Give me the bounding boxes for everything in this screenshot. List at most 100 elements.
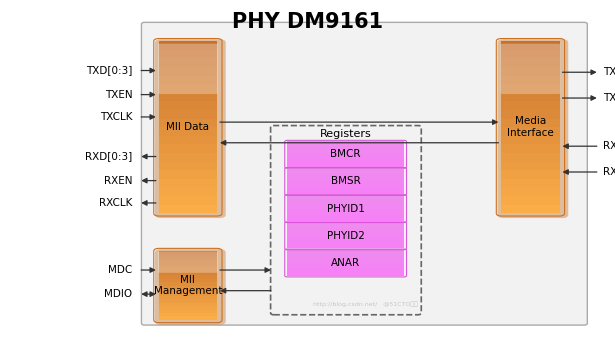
Text: PHYID2: PHYID2 — [327, 231, 365, 241]
Bar — [501, 75, 560, 84]
Bar — [159, 93, 217, 101]
Bar — [501, 110, 560, 119]
Bar — [287, 196, 404, 198]
Bar — [287, 159, 404, 162]
Bar — [159, 299, 217, 303]
Bar — [501, 118, 560, 127]
Bar — [287, 243, 404, 246]
Bar — [159, 161, 217, 170]
Bar — [159, 179, 217, 187]
Text: Registers: Registers — [320, 129, 371, 139]
Bar — [287, 144, 404, 147]
Bar — [159, 289, 217, 292]
Bar — [159, 295, 217, 299]
Bar — [287, 154, 404, 157]
Bar — [501, 84, 560, 93]
Bar — [501, 196, 560, 205]
Bar — [159, 309, 217, 313]
Bar — [501, 170, 560, 179]
Bar — [287, 240, 404, 243]
Bar — [159, 67, 217, 76]
Bar — [287, 189, 404, 192]
Bar — [159, 275, 217, 279]
Bar — [159, 110, 217, 119]
Text: Media
Interface: Media Interface — [507, 117, 554, 138]
Bar — [501, 50, 560, 58]
Bar — [287, 260, 404, 263]
Bar — [159, 144, 217, 153]
Bar — [287, 263, 404, 266]
Bar — [159, 282, 217, 286]
Bar — [159, 265, 217, 268]
Bar — [287, 250, 404, 253]
Bar — [287, 206, 404, 208]
Bar — [501, 204, 560, 213]
Text: MII
Management: MII Management — [154, 275, 222, 296]
Bar — [287, 213, 404, 216]
Text: MDIO: MDIO — [104, 289, 132, 299]
Bar — [159, 170, 217, 179]
Text: TXEN: TXEN — [105, 89, 132, 100]
Bar — [287, 270, 404, 273]
Text: BMSR: BMSR — [331, 176, 360, 186]
Bar — [287, 228, 404, 231]
Bar — [501, 153, 560, 162]
Bar — [159, 58, 217, 67]
FancyBboxPatch shape — [498, 39, 568, 218]
Bar — [287, 174, 404, 176]
Bar — [159, 153, 217, 162]
Bar — [159, 50, 217, 58]
Text: TX-: TX- — [603, 93, 615, 103]
Bar — [287, 201, 404, 204]
Text: RX+: RX+ — [603, 141, 615, 151]
FancyBboxPatch shape — [158, 44, 218, 94]
FancyBboxPatch shape — [501, 44, 560, 94]
Bar — [287, 171, 404, 174]
Bar — [287, 181, 404, 184]
Bar — [287, 255, 404, 258]
Bar — [287, 273, 404, 276]
Bar — [159, 285, 217, 289]
Bar — [287, 218, 404, 221]
Bar — [501, 187, 560, 196]
Bar — [159, 268, 217, 272]
Bar — [159, 187, 217, 196]
Bar — [287, 176, 404, 179]
Text: RXD[0:3]: RXD[0:3] — [85, 151, 132, 162]
Bar — [159, 254, 217, 258]
Bar — [287, 208, 404, 211]
Bar — [501, 101, 560, 110]
Bar — [287, 149, 404, 152]
Bar — [159, 302, 217, 306]
Bar — [159, 101, 217, 110]
Bar — [159, 75, 217, 84]
Bar — [287, 141, 404, 144]
Text: RXCLK: RXCLK — [99, 198, 132, 208]
Bar — [159, 271, 217, 275]
Bar — [287, 191, 404, 194]
Bar — [501, 127, 560, 136]
Text: RX-: RX- — [603, 167, 615, 177]
Bar — [159, 41, 217, 50]
Bar — [287, 151, 404, 154]
Bar — [159, 306, 217, 310]
Text: http://blog.csdn.net/   @51CTO博客: http://blog.csdn.net/ @51CTO博客 — [314, 302, 418, 307]
Bar — [159, 127, 217, 136]
Bar — [287, 157, 404, 159]
Text: TXCLK: TXCLK — [100, 112, 132, 122]
FancyBboxPatch shape — [155, 39, 226, 218]
Bar — [159, 136, 217, 144]
FancyBboxPatch shape — [155, 249, 226, 325]
Bar — [287, 216, 404, 219]
Bar — [287, 169, 404, 171]
Bar — [159, 316, 217, 320]
Bar — [501, 144, 560, 153]
FancyBboxPatch shape — [158, 251, 218, 273]
Bar — [159, 278, 217, 282]
Bar — [501, 67, 560, 76]
FancyBboxPatch shape — [141, 22, 587, 325]
Bar — [501, 161, 560, 170]
Text: RXEN: RXEN — [104, 175, 132, 186]
Text: MII Data: MII Data — [167, 122, 209, 132]
Bar — [159, 196, 217, 205]
